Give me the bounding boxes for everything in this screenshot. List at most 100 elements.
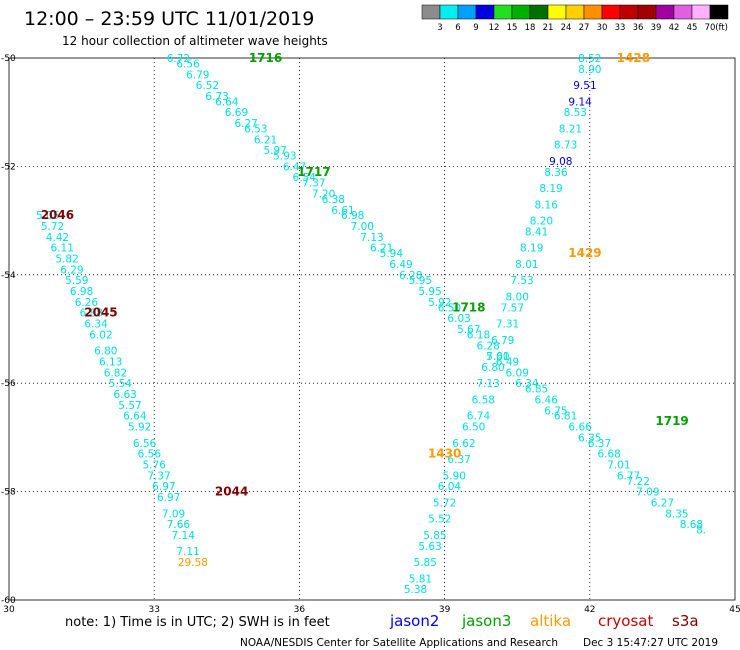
- wave-height-value: 8.19: [539, 183, 562, 195]
- wave-height-value: 6.29: [60, 264, 83, 276]
- wave-height-value: 8.53: [564, 107, 587, 119]
- pass-time-label: 1716: [249, 51, 282, 65]
- wave-height-value: 7.14: [172, 530, 196, 542]
- wave-height-value: 5.90: [443, 470, 466, 482]
- wave-height-value: 7.00: [351, 221, 374, 233]
- wave-height-value: 6.56: [176, 58, 200, 70]
- wave-height-value: 5.92: [128, 422, 151, 434]
- wave-height-value: 5.38: [404, 584, 427, 596]
- wave-height-value: 5.76: [143, 460, 167, 472]
- footer-credit: NOAA/NESDIS Center for Satellite Applica…: [240, 637, 558, 649]
- wave-height-value: 5.72: [41, 221, 64, 233]
- wave-height-value: 6.09: [506, 367, 529, 379]
- satellite-legend: jason2 jason3 altika cryosat s3a: [389, 612, 699, 630]
- wave-height-value: 6.54: [293, 172, 317, 184]
- wave-height-value: 6.73: [205, 91, 228, 103]
- wave-height-value: 6.75: [544, 405, 567, 417]
- legend-label: 39: [651, 23, 662, 33]
- wave-height-value: 8.90: [578, 64, 601, 76]
- y-tick-label: -54: [1, 271, 16, 281]
- wave-height-value: 6.21: [370, 243, 393, 255]
- wave-height-value: 6.38: [322, 194, 345, 206]
- legend-label: 30: [597, 23, 608, 33]
- color-scale-legend: 3 6 9 12 15 18 21 24 27 30 33 36 39 42 45 70 (ft): [421, 4, 729, 33]
- legend-unit: (ft): [715, 23, 728, 33]
- wave-height-value: 6.37: [588, 438, 611, 450]
- legend-swatch: [709, 4, 729, 20]
- wave-height-value: 6.74: [467, 411, 491, 423]
- wave-height-value: 6.82: [104, 367, 127, 379]
- wave-height-value: 6.61: [331, 205, 354, 217]
- wave-height-value: 8.52: [578, 53, 601, 65]
- wave-height-value: 8.16: [535, 199, 559, 211]
- wave-height-value: 7.37: [147, 470, 170, 482]
- wave-height-value: 6.03: [447, 313, 470, 325]
- satellite-name-cryosat: cryosat: [598, 612, 653, 630]
- wave-height-value: 7.01: [486, 351, 509, 363]
- wave-height-value: 6.85: [525, 384, 548, 396]
- legend-swatch: [511, 4, 531, 20]
- satellite-name-jason2: jason2: [389, 612, 439, 630]
- wave-height-value: 5.60: [486, 351, 509, 363]
- wave-height-value: 6.52: [196, 80, 219, 92]
- wave-height-value: 7.09: [162, 508, 185, 520]
- wave-height-value: 8.01: [515, 259, 538, 271]
- plot-frame: [8, 57, 736, 601]
- wave-height-value: 6.81: [554, 411, 577, 423]
- x-tick-label: 45: [729, 605, 740, 615]
- wave-height-value: 6.13: [99, 357, 122, 369]
- y-tick-label: -52: [1, 162, 16, 172]
- wave-height-value: 6.77: [617, 470, 640, 482]
- wave-height-value: 8.68: [680, 519, 703, 531]
- x-tick-label: 42: [584, 605, 595, 615]
- legend-swatch: [493, 4, 513, 20]
- legend-swatch: [637, 4, 657, 20]
- wave-height-value: 6.62: [452, 438, 475, 450]
- wave-height-value: 6.56: [133, 438, 157, 450]
- x-tick-label: 39: [439, 605, 451, 615]
- wave-height-value: 7.11: [176, 546, 199, 558]
- wave-height-value: 5.81: [409, 573, 432, 585]
- wave-height-value: 5.94: [380, 248, 404, 260]
- wave-height-value: 7.13: [360, 232, 383, 244]
- chart-subtitle: 12 hour collection of altimeter wave hei…: [62, 34, 328, 48]
- legend-label: 45: [687, 23, 698, 33]
- y-tick-label: -60: [1, 596, 16, 606]
- legend-swatch: [421, 4, 441, 20]
- wave-height-value: 6.53: [244, 123, 267, 135]
- wave-height-value: 6.27: [651, 497, 674, 509]
- legend-swatch: [601, 4, 621, 20]
- wave-height-value: 5.67: [457, 324, 480, 336]
- wave-height-value: 6.11: [51, 243, 74, 255]
- wave-height-value: 5.63: [418, 541, 441, 553]
- wave-height-value: 5.59: [65, 275, 88, 287]
- wave-height-value: 7.37: [302, 178, 325, 190]
- footer-note: note: 1) Time is in UTC; 2) SWH is in fe…: [65, 615, 330, 630]
- legend-label: 12: [489, 23, 500, 33]
- wave-height-value: 6.02: [89, 329, 112, 341]
- wave-height-value: 6.47: [283, 161, 306, 173]
- wave-height-value: 5.92: [428, 297, 451, 309]
- wave-height-value: 7.53: [510, 275, 533, 287]
- wave-height-value: 9.08: [549, 156, 572, 168]
- wave-height-value: 6.68: [597, 449, 620, 461]
- wave-height-value: 6.63: [113, 389, 136, 401]
- wave-height-value: 8.00: [506, 291, 529, 303]
- wave-height-value: 5.82: [55, 254, 78, 266]
- wave-height-value: 6.04: [438, 481, 462, 493]
- wave-height-value: 6.28: [399, 270, 422, 282]
- wave-height-value: 6.50: [462, 422, 485, 434]
- legend-label: 21: [543, 23, 554, 33]
- legend-label: 6: [455, 23, 460, 33]
- wave-height-value: 5.95: [409, 275, 432, 287]
- wave-height-value: 6.64: [123, 411, 147, 423]
- wave-height-value: 9.14: [568, 96, 592, 108]
- wave-height-value: 7.20: [312, 189, 335, 201]
- wave-height-value: 6.37: [447, 454, 470, 466]
- wave-height-value: 8.: [696, 525, 706, 537]
- wave-height-value: 6.69: [225, 107, 248, 119]
- wave-height-value: 6.79: [186, 69, 209, 81]
- legend-swatch: [655, 4, 675, 20]
- wave-height-value: 5.54: [109, 378, 133, 390]
